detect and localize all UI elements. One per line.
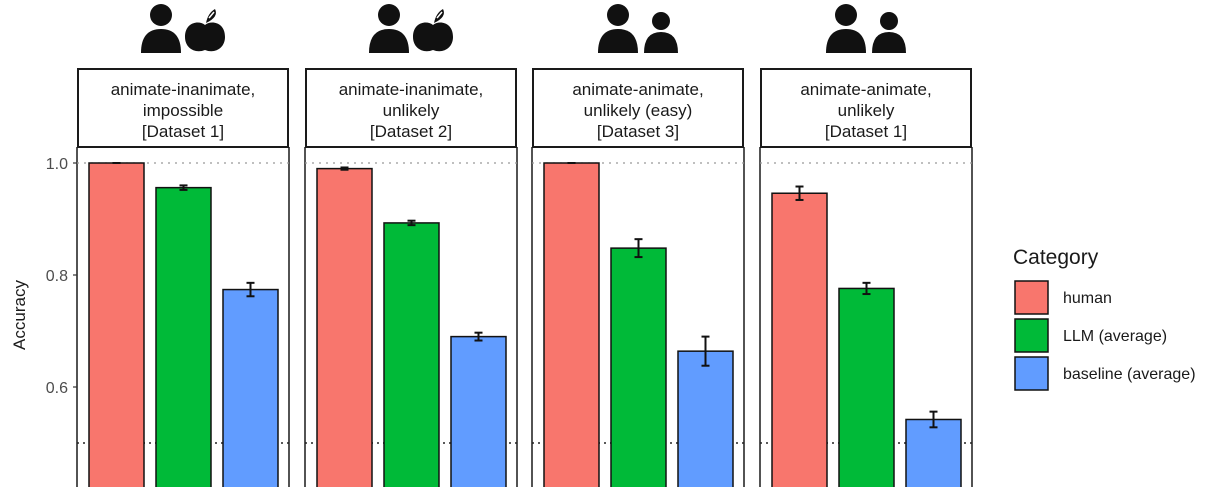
y-tick-label: 1.0: [46, 156, 68, 173]
legend-key-llm: [1014, 318, 1049, 353]
legend-label: LLM (average): [1063, 328, 1167, 345]
person-head: [607, 4, 629, 26]
facet-strip-label-line: [Dataset 2]: [370, 122, 452, 141]
facet-strip-label-line: unlikely (easy): [584, 101, 693, 120]
bar-baseline: [677, 350, 734, 487]
facet-strip-label-line: animate-animate,: [800, 80, 931, 99]
bar-human: [771, 192, 828, 487]
legend: Category human LLM (average) baseline (ave…: [1013, 246, 1196, 391]
y-axis-title: Accuracy: [10, 280, 29, 350]
bar-baseline: [905, 418, 962, 487]
facet-strip-label-line: animate-inanimate,: [111, 80, 256, 99]
facet-strip-label-line: unlikely: [838, 101, 895, 120]
apple-leaf-vein: [436, 11, 443, 19]
facet-strip: [305, 68, 517, 148]
y-tick-label: 0.6: [46, 380, 68, 397]
two-persons-icon: [598, 4, 678, 53]
facet-strip-label-line: [Dataset 1]: [142, 122, 224, 141]
bar-llm: [610, 247, 667, 487]
legend-key-baseline: [1014, 356, 1049, 391]
facet-strip-label-line: [Dataset 3]: [597, 122, 679, 141]
person-small-head: [880, 12, 898, 30]
person-body: [598, 29, 638, 53]
person-head: [378, 4, 400, 26]
legend-label: human: [1063, 290, 1112, 307]
bar-llm: [383, 222, 440, 487]
facet-strip-label-line: impossible: [143, 101, 223, 120]
facet-strip-label-line: [Dataset 1]: [825, 122, 907, 141]
bar-baseline: [450, 335, 507, 487]
facet-panels: animate-inanimate,impossible[Dataset 1]a…: [76, 4, 973, 487]
facet-strip-label-line: animate-animate,: [572, 80, 703, 99]
legend-key-human: [1014, 280, 1049, 315]
facet-strip: [760, 68, 972, 148]
bar-human: [316, 167, 373, 487]
facet-strip-label-line: animate-inanimate,: [339, 80, 484, 99]
apple-fruit: [413, 22, 453, 52]
bar-baseline: [222, 288, 279, 487]
apple-leaf-vein: [208, 11, 215, 19]
person-head: [835, 4, 857, 26]
person-apple-icon: [369, 4, 453, 53]
bar-llm: [155, 186, 212, 487]
legend-label: baseline (average): [1063, 366, 1196, 383]
facet-panel-2: animate-inanimate, unlikely [Dataset 2]: [304, 4, 518, 487]
person-apple-icon: [141, 4, 225, 53]
y-axis: 1.0 0.8 0.6: [46, 156, 77, 397]
facet-panel-1: animate-inanimate, impossible [Dataset 1]: [76, 4, 290, 487]
facet-strip: [532, 68, 744, 148]
person-small-head: [652, 12, 670, 30]
facet-strip-label-line: unlikely: [383, 101, 440, 120]
person-small-body: [644, 32, 678, 53]
person-body: [369, 29, 409, 53]
legend-title: Category: [1013, 246, 1099, 269]
facet-strip: [77, 68, 289, 148]
person-body: [141, 29, 181, 53]
person-head: [150, 4, 172, 26]
bar-llm: [838, 287, 895, 487]
y-tick-label: 0.8: [46, 268, 68, 285]
bar-human: [88, 162, 145, 487]
person-body: [826, 29, 866, 53]
facet-panel-4: animate-animate, unlikely [Dataset 1]: [759, 4, 973, 487]
apple-fruit: [185, 22, 225, 52]
facet-panel-3: animate-animate, unlikely (easy) [Dataset …: [531, 4, 745, 487]
two-persons-icon: [826, 4, 906, 53]
bar-human: [543, 162, 600, 487]
person-small-body: [872, 32, 906, 53]
